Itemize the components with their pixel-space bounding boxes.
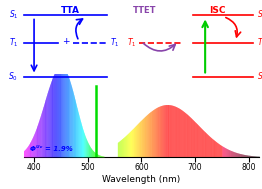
Text: $T_1$: $T_1$ — [9, 37, 18, 49]
Text: TTET: TTET — [133, 6, 157, 15]
Text: $S_0$: $S_0$ — [8, 71, 18, 83]
Text: $S_1$: $S_1$ — [9, 9, 18, 21]
Text: TTA: TTA — [61, 6, 80, 15]
Text: ISC: ISC — [209, 6, 225, 15]
Text: $T_1$: $T_1$ — [110, 37, 119, 49]
Text: $S_0$: $S_0$ — [257, 71, 262, 83]
Text: $T_1$: $T_1$ — [127, 37, 137, 49]
Text: $T_1$: $T_1$ — [257, 37, 262, 49]
X-axis label: Wavelength (nm): Wavelength (nm) — [102, 175, 181, 184]
Text: +: + — [62, 37, 69, 46]
Text: $S_1$: $S_1$ — [257, 9, 262, 21]
Text: Φᵁᶜ = 1.9%: Φᵁᶜ = 1.9% — [30, 146, 73, 153]
